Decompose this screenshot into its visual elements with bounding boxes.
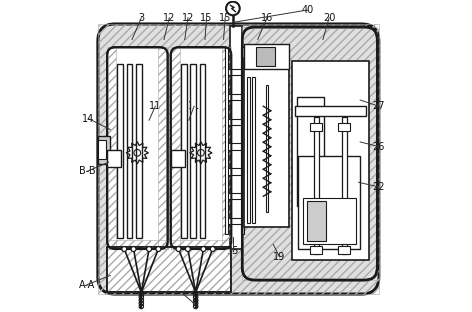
Text: 3: 3	[138, 13, 144, 23]
Circle shape	[226, 2, 240, 15]
Bar	[313, 117, 319, 254]
Text: 15: 15	[227, 246, 239, 256]
Circle shape	[156, 246, 161, 251]
Circle shape	[210, 246, 215, 251]
Bar	[266, 85, 268, 212]
Bar	[98, 136, 110, 164]
Text: B-B: B-B	[79, 166, 95, 176]
Bar	[127, 64, 132, 238]
Bar	[227, 69, 245, 75]
Bar	[107, 247, 231, 292]
Bar	[171, 240, 231, 249]
Bar	[98, 24, 379, 294]
Text: 15: 15	[219, 13, 231, 23]
FancyBboxPatch shape	[98, 24, 379, 294]
Bar	[227, 193, 245, 199]
Bar	[244, 44, 289, 69]
Bar	[295, 106, 366, 115]
Bar	[159, 47, 168, 249]
Bar	[225, 47, 228, 233]
Bar	[247, 77, 250, 223]
Bar	[338, 246, 350, 254]
Text: 22: 22	[372, 182, 385, 192]
Text: 12: 12	[163, 13, 176, 23]
FancyBboxPatch shape	[171, 47, 231, 249]
Bar	[171, 47, 180, 249]
Bar	[107, 247, 231, 292]
Bar	[252, 77, 254, 223]
Bar	[307, 201, 326, 241]
Circle shape	[185, 246, 190, 251]
Bar	[107, 247, 231, 292]
Bar	[227, 218, 245, 224]
Text: 7: 7	[193, 300, 199, 310]
Bar	[311, 246, 322, 254]
Text: 12: 12	[182, 13, 194, 23]
Bar	[98, 140, 106, 159]
Bar	[118, 64, 123, 238]
Bar	[200, 64, 205, 238]
Bar	[107, 47, 117, 249]
Text: 26: 26	[372, 142, 385, 152]
Bar	[227, 94, 245, 100]
Text: 20: 20	[323, 13, 335, 23]
Bar	[242, 27, 377, 280]
Bar	[292, 61, 370, 260]
Bar	[190, 64, 196, 238]
Circle shape	[176, 246, 181, 251]
Bar	[311, 123, 322, 131]
Circle shape	[131, 246, 136, 251]
Bar	[256, 47, 275, 66]
Bar	[230, 26, 242, 249]
FancyBboxPatch shape	[242, 27, 377, 280]
Bar	[171, 150, 185, 167]
Bar	[338, 123, 350, 131]
Bar	[222, 47, 231, 249]
Bar	[296, 97, 324, 206]
Bar	[241, 47, 244, 233]
Text: 19: 19	[273, 252, 286, 262]
Circle shape	[201, 246, 206, 251]
Circle shape	[147, 246, 152, 251]
Text: 40: 40	[301, 5, 313, 15]
Bar	[298, 156, 360, 249]
Text: 11: 11	[188, 101, 200, 111]
Bar	[227, 119, 245, 125]
Circle shape	[122, 246, 127, 251]
Bar	[342, 117, 347, 254]
Text: 27: 27	[372, 101, 385, 111]
Bar	[244, 58, 289, 227]
Text: 11: 11	[149, 101, 161, 111]
Text: 15: 15	[200, 13, 213, 23]
Bar	[107, 150, 121, 167]
FancyBboxPatch shape	[107, 47, 168, 249]
Text: 14: 14	[83, 114, 95, 124]
Bar	[107, 240, 168, 249]
Bar	[227, 144, 245, 150]
Bar	[136, 64, 142, 238]
Bar	[303, 198, 355, 244]
Text: 16: 16	[261, 13, 273, 23]
Bar	[227, 168, 245, 174]
Text: A-A: A-A	[79, 280, 95, 290]
Bar	[181, 64, 186, 238]
